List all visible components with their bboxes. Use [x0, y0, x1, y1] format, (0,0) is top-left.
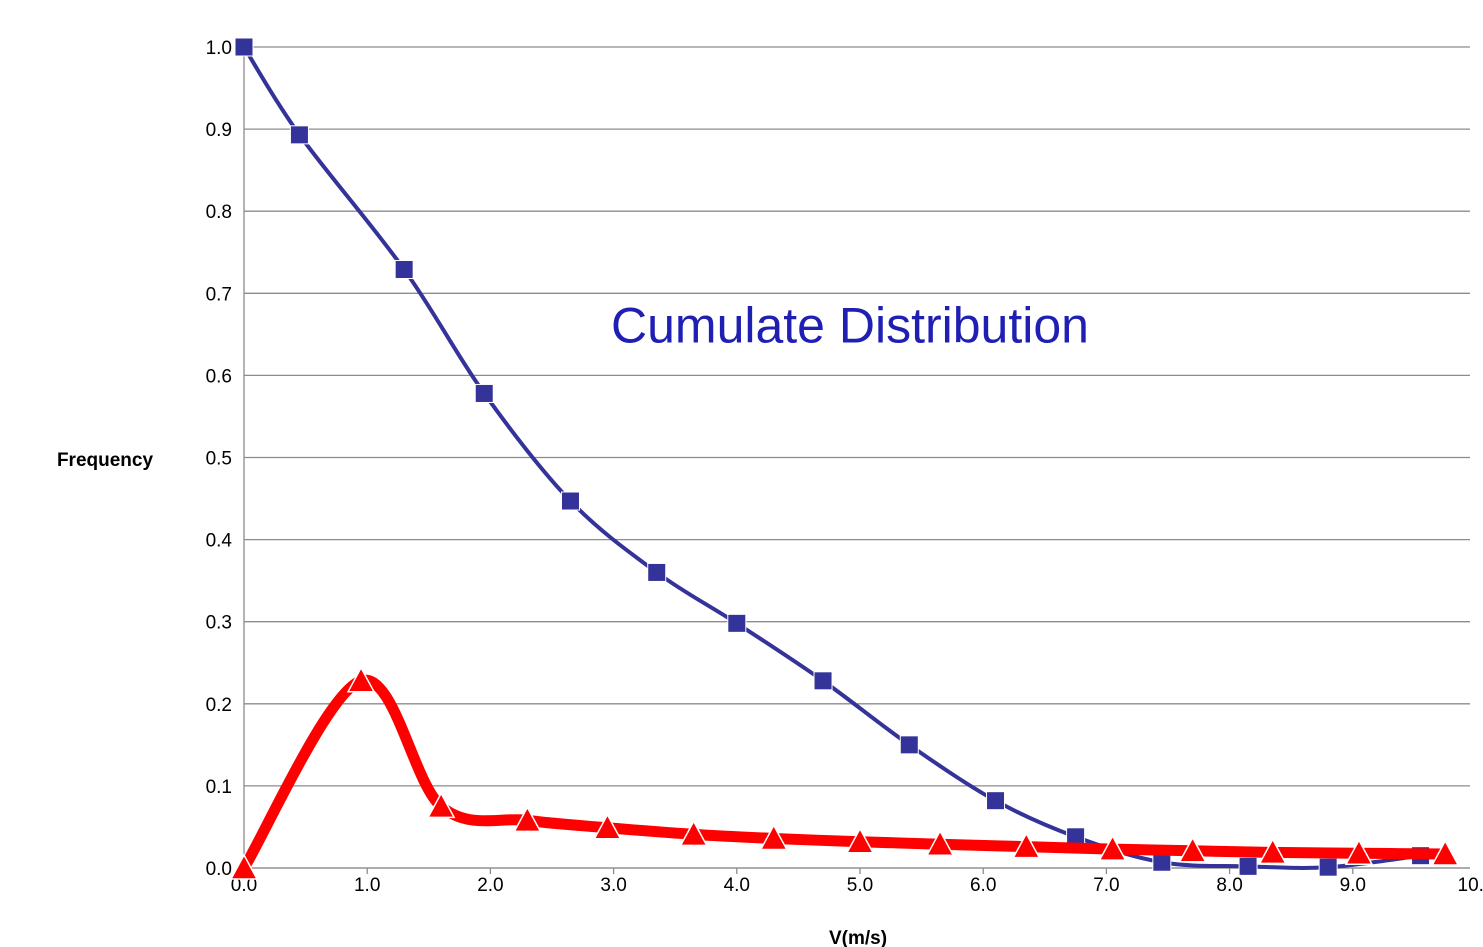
data-point-triangle	[1430, 839, 1460, 866]
x-tick-label: 0.0	[231, 875, 257, 896]
series-layer	[229, 37, 1460, 880]
data-point-square	[394, 259, 414, 279]
data-point-square	[1152, 852, 1172, 872]
y-tick-label: 0.3	[206, 613, 232, 634]
y-tick-label: 0.5	[206, 449, 232, 470]
axes	[243, 47, 1470, 874]
data-point-triangle	[1098, 834, 1127, 861]
data-point-square	[1318, 857, 1338, 877]
data-point-triangle	[593, 813, 622, 840]
series-1	[234, 37, 1431, 877]
data-point-triangle	[426, 791, 456, 819]
x-tick-label: 5.0	[847, 875, 873, 896]
data-point-square	[234, 37, 254, 57]
x-tick-label: 10.0	[1458, 875, 1483, 896]
grid	[244, 46, 1470, 869]
x-tick-label: 4.0	[724, 875, 750, 896]
annotation-label: Cumulate Distribution	[611, 298, 1089, 354]
y-tick-label: 0.0	[206, 859, 232, 880]
y-tick-label: 0.4	[206, 531, 233, 552]
y-axis-label: Frequency	[57, 450, 154, 471]
y-tick-label: 1.0	[206, 38, 232, 59]
y-tick-label: 0.2	[206, 695, 232, 716]
tick-labels: 0.0 1.0 2.0 3.0 4.0 5.0 6.0 7.0 8.0 9.0 10.0 0.0 0.1…	[206, 38, 1483, 896]
data-point-triangle	[759, 823, 789, 851]
y-tick-label: 0.6	[206, 366, 232, 387]
data-point-square	[1238, 856, 1258, 876]
data-point-triangle	[229, 853, 259, 880]
series-2	[229, 666, 1460, 880]
y-tick-label: 0.7	[206, 284, 232, 305]
y-tick-label: 0.8	[206, 202, 232, 223]
data-point-square	[986, 791, 1006, 811]
x-tick-label: 6.0	[970, 875, 996, 896]
x-tick-label: 8.0	[1216, 875, 1242, 896]
y-tick-label: 0.9	[206, 120, 232, 141]
data-point-triangle	[346, 666, 376, 693]
data-point-triangle	[845, 827, 875, 854]
data-point-square	[474, 383, 494, 403]
data-point-triangle	[1344, 838, 1374, 865]
data-point-square	[813, 671, 833, 691]
data-point-triangle	[1178, 836, 1207, 863]
x-axis-label: V(m/s)	[829, 928, 887, 947]
x-tick-label: 9.0	[1340, 875, 1366, 896]
data-point-square	[560, 491, 580, 511]
x-tick-label: 3.0	[600, 875, 626, 896]
x-tick-label: 1.0	[354, 875, 380, 896]
y-tick-label: 0.1	[206, 777, 232, 798]
data-point-square	[647, 562, 667, 582]
data-point-square	[289, 125, 309, 145]
data-point-square	[727, 613, 747, 633]
series-line	[238, 674, 1451, 874]
x-tick-label: 7.0	[1093, 875, 1119, 896]
data-point-square	[899, 735, 919, 755]
data-point-triangle	[679, 819, 708, 847]
data-point-triangle	[513, 805, 542, 833]
x-tick-label: 2.0	[477, 875, 503, 896]
data-point-triangle	[1012, 832, 1041, 859]
data-point-triangle	[925, 829, 955, 856]
data-point-triangle	[1258, 837, 1287, 865]
